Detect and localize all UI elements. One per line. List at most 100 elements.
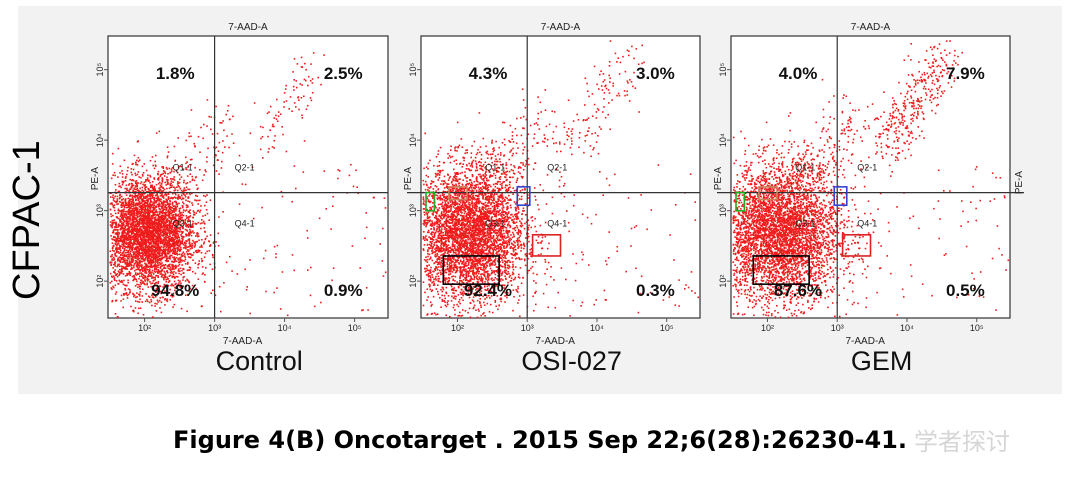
event-point	[145, 235, 148, 238]
event-point	[140, 279, 142, 282]
event-point	[226, 110, 229, 112]
event-point	[189, 228, 191, 231]
event-point	[154, 194, 157, 197]
event-point	[273, 147, 275, 149]
event-point	[175, 208, 178, 210]
event-point	[215, 146, 218, 149]
event-point	[511, 236, 514, 239]
event-point	[452, 279, 454, 282]
event-point	[137, 241, 139, 243]
event-point	[201, 273, 204, 275]
event-point	[134, 248, 137, 251]
event-point	[261, 206, 263, 209]
event-point	[136, 238, 139, 241]
event-point	[178, 259, 180, 261]
event-point	[129, 220, 131, 222]
event-point	[114, 212, 117, 215]
event-point	[124, 275, 127, 277]
event-point	[292, 71, 294, 73]
event-point	[139, 202, 141, 204]
event-point	[332, 195, 334, 198]
event-point	[120, 216, 123, 219]
event-point	[119, 251, 122, 254]
event-point	[113, 171, 116, 174]
event-point	[149, 190, 151, 192]
event-point	[119, 196, 121, 198]
event-point	[193, 142, 195, 145]
event-point	[125, 284, 127, 287]
event-point	[121, 223, 124, 225]
event-point	[178, 250, 181, 252]
event-point	[441, 214, 443, 216]
event-point	[177, 214, 179, 217]
event-point	[134, 253, 136, 255]
event-point	[355, 169, 357, 172]
event-point	[196, 234, 198, 236]
event-point	[142, 183, 144, 186]
event-point	[471, 174, 474, 176]
event-point	[147, 212, 149, 215]
event-point	[306, 229, 308, 232]
event-point	[185, 209, 188, 211]
event-point	[151, 206, 154, 209]
plot-control: 10²10²10³10³10⁴10⁴10⁵10⁵7-AAD-A7-AAD-APE…	[90, 22, 389, 376]
event-point	[193, 232, 195, 234]
event-point	[133, 207, 135, 209]
event-point	[223, 282, 225, 284]
event-point	[124, 293, 126, 295]
event-point	[152, 316, 154, 318]
event-point	[179, 244, 181, 247]
event-point	[176, 287, 178, 289]
event-point	[129, 242, 131, 245]
event-point	[164, 267, 167, 270]
event-point	[135, 234, 138, 236]
event-point	[129, 210, 131, 212]
event-point	[176, 221, 179, 223]
event-point	[117, 259, 119, 262]
event-point	[120, 258, 123, 261]
event-point	[189, 248, 192, 250]
event-point	[155, 223, 157, 225]
event-point	[136, 220, 139, 222]
event-point	[154, 201, 156, 204]
event-point	[260, 137, 262, 140]
event-point	[185, 182, 187, 185]
event-point	[188, 239, 190, 241]
event-point	[219, 121, 221, 124]
event-point	[146, 268, 148, 270]
event-point	[173, 176, 175, 178]
event-point	[164, 255, 167, 257]
event-point	[283, 106, 285, 108]
event-point	[172, 207, 175, 210]
event-point	[179, 246, 182, 249]
event-point	[273, 139, 276, 142]
event-point	[144, 229, 146, 232]
event-point	[126, 236, 128, 238]
event-point	[140, 268, 143, 271]
event-point	[227, 105, 230, 107]
event-point	[117, 208, 120, 211]
event-point	[144, 240, 147, 242]
event-point	[159, 222, 161, 225]
event-point	[112, 286, 115, 289]
event-point	[137, 236, 139, 239]
event-point	[143, 250, 145, 253]
event-point	[111, 259, 113, 262]
event-point	[365, 287, 368, 289]
event-point	[174, 223, 177, 226]
event-point	[178, 263, 181, 266]
event-point	[155, 132, 158, 134]
event-point	[174, 253, 176, 255]
event-point	[129, 255, 131, 258]
event-point	[210, 292, 212, 294]
event-point	[119, 218, 121, 221]
event-point	[332, 205, 334, 208]
event-point	[148, 296, 151, 298]
event-point	[453, 176, 455, 178]
event-point	[121, 176, 124, 178]
event-point	[499, 280, 502, 282]
event-point	[136, 225, 138, 228]
event-point	[154, 302, 156, 305]
event-point	[169, 186, 172, 189]
event-point	[151, 269, 154, 272]
